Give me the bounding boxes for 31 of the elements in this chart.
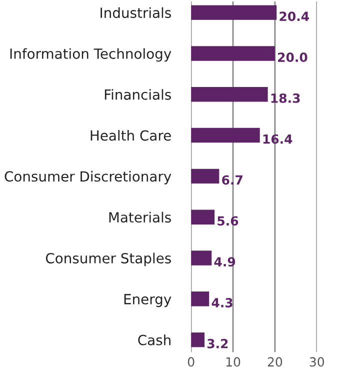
- y-tick-label: Materials: [109, 212, 171, 223]
- data-label: 4.9: [214, 257, 236, 267]
- bar: [191, 250, 212, 266]
- x-tick-label: 10: [226, 357, 240, 367]
- data-label: 20.0: [278, 52, 308, 62]
- x-tick-label: 0: [188, 357, 194, 367]
- y-tick-label: Information Technology: [10, 48, 172, 62]
- y-tick-label: Consumer Staples: [46, 252, 171, 266]
- bar: [191, 87, 268, 102]
- data-label: 18.3: [271, 93, 300, 103]
- bar: [191, 210, 215, 224]
- bar: [191, 168, 220, 184]
- data-label: 6.7: [222, 175, 242, 185]
- bar: [191, 292, 210, 306]
- y-tick-label: Health Care: [90, 130, 171, 141]
- data-label: 4.3: [212, 298, 232, 308]
- data-label: 5.6: [218, 216, 238, 226]
- x-tick-label: 20: [268, 357, 282, 367]
- bar: [191, 332, 204, 348]
- data-label: 20.4: [280, 12, 309, 22]
- bar: [191, 128, 260, 143]
- y-tick-label: Consumer Discretionary: [4, 170, 172, 184]
- y-tick-label: Financials: [104, 89, 171, 100]
- bar: [191, 46, 275, 61]
- y-tick-label: Energy: [124, 294, 172, 308]
- y-tick-label: Industrials: [100, 7, 171, 18]
- bar: [191, 5, 277, 20]
- data-label: 3.2: [207, 338, 228, 348]
- data-label: 16.4: [263, 134, 292, 144]
- x-tick-label: 30: [310, 357, 324, 367]
- y-tick-label: Cash: [138, 334, 170, 346]
